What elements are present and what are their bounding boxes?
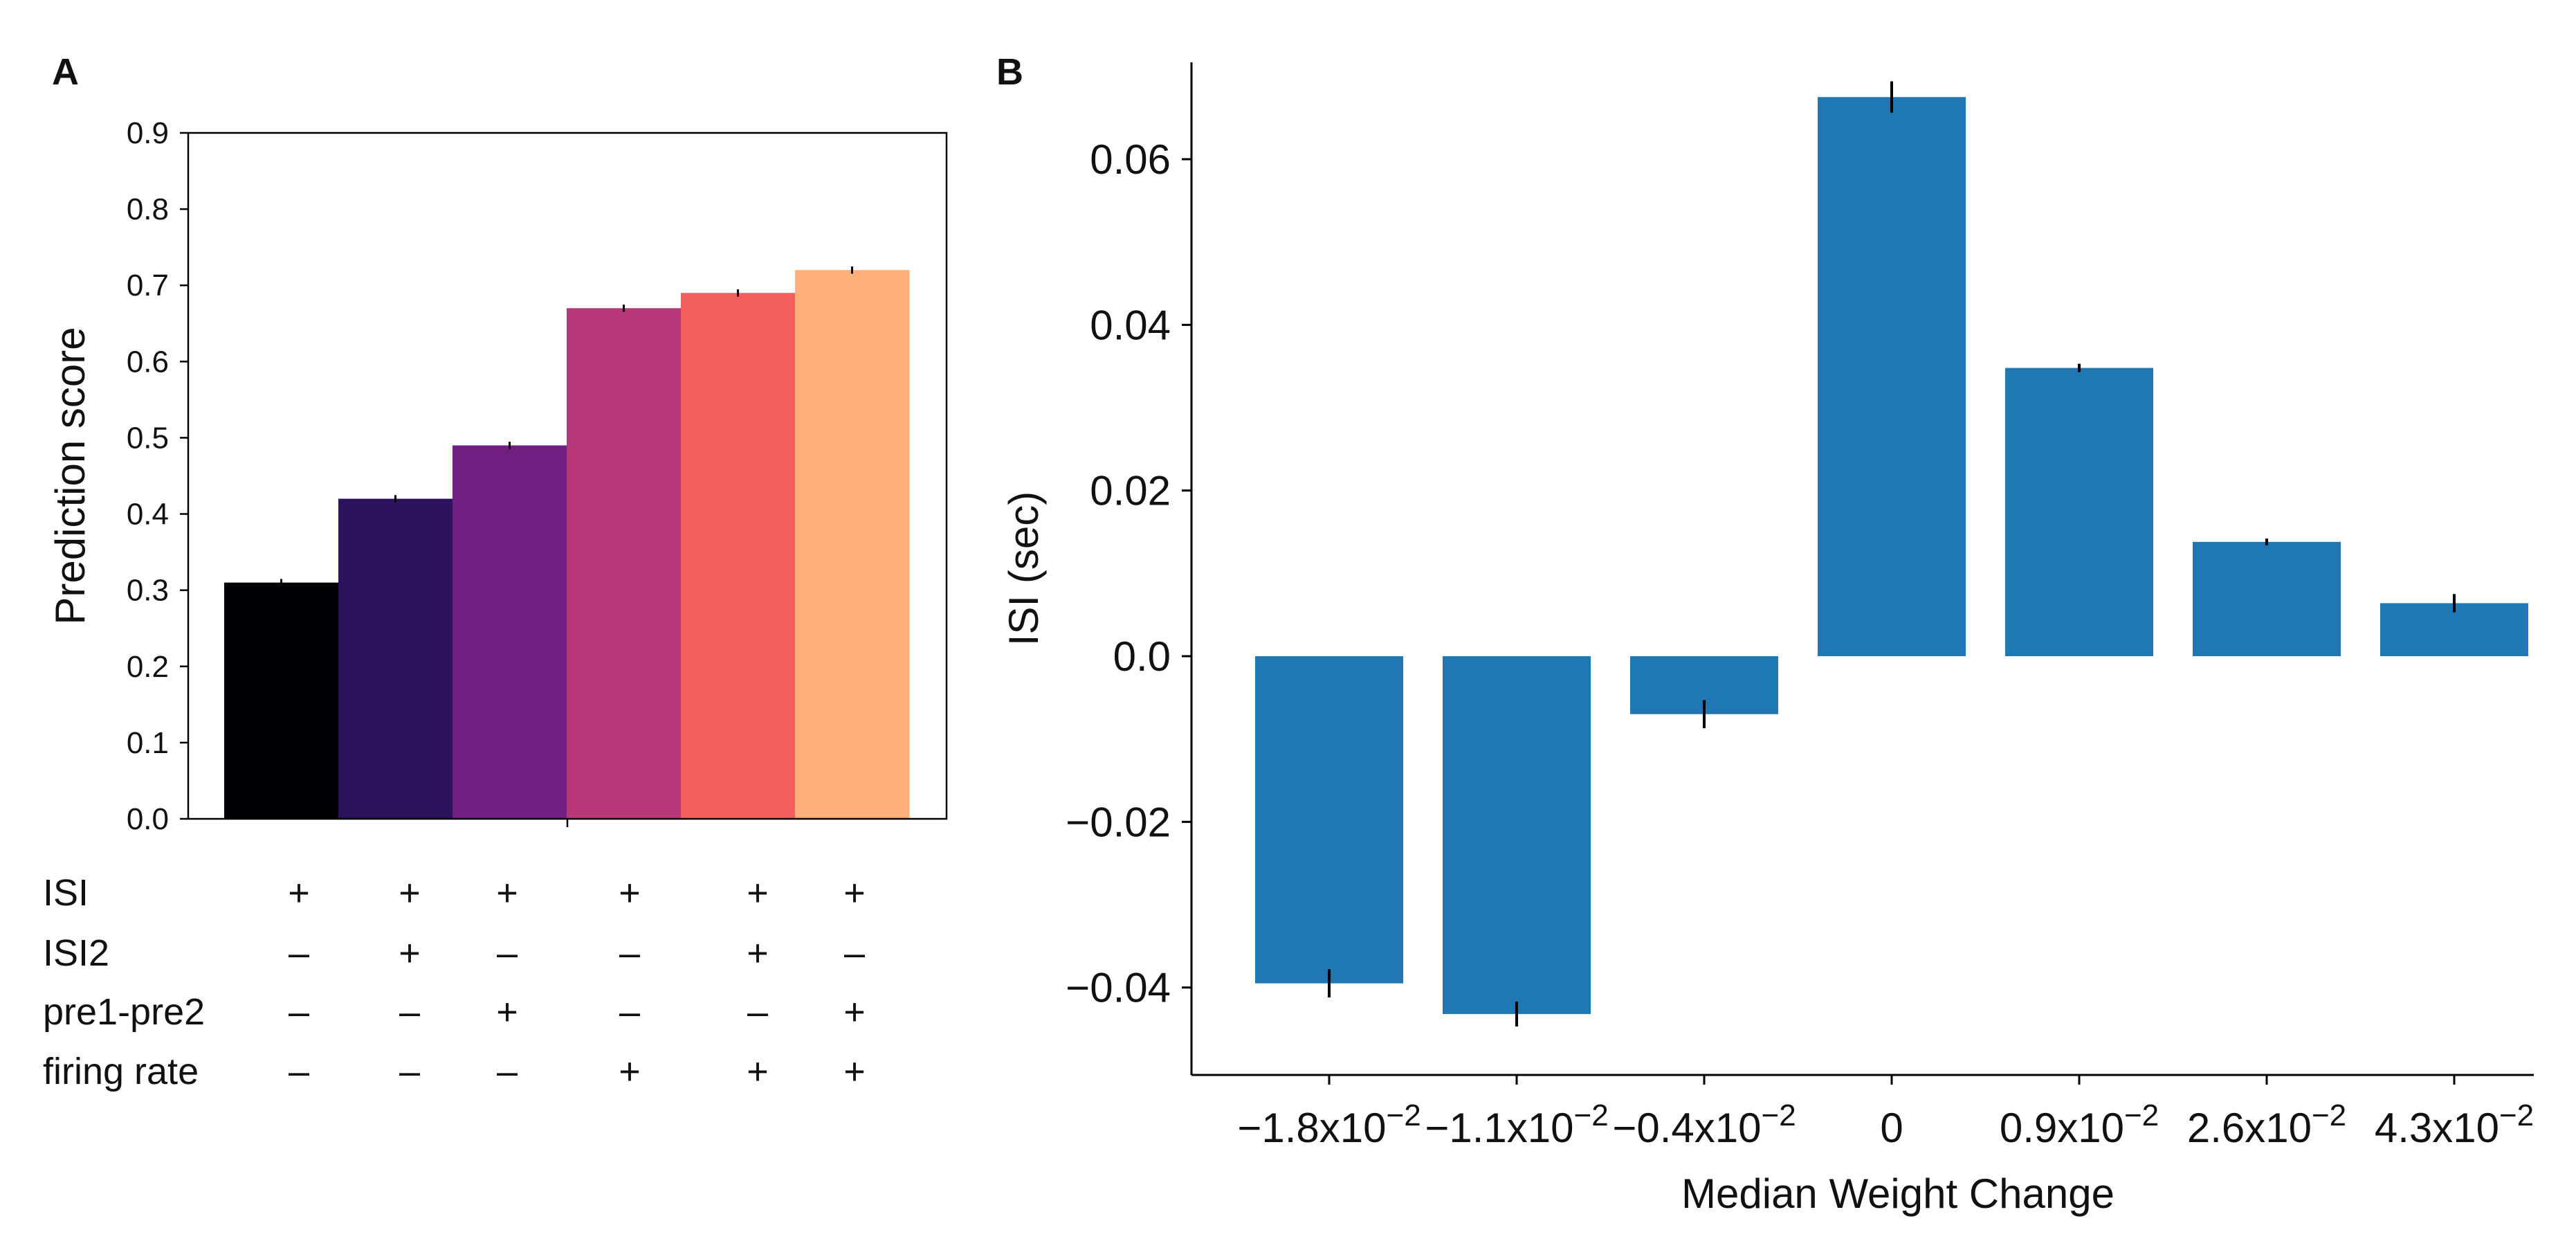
feature-row-label: pre1-pre2 (43, 991, 205, 1033)
feature-cell: + (747, 872, 769, 914)
chart-a-bars (224, 270, 910, 819)
bar-2 (1443, 656, 1591, 1014)
feature-cell: – (289, 932, 309, 974)
chart-a-y-ticks: 0.0 0.1 0.2 0.3 0.4 0.5 0.6 0.7 0.8 0.9 (127, 116, 188, 836)
bar-6 (795, 270, 910, 819)
feature-cell: + (747, 932, 769, 974)
chart-b-bars (1255, 97, 2528, 1014)
chart-a-error-bars (280, 266, 853, 586)
feature-row-label: ISI2 (43, 932, 109, 974)
bar-4 (567, 308, 682, 819)
y-tick-label: 0.5 (127, 421, 169, 455)
feature-cell: – (497, 1051, 518, 1092)
feature-cell: + (619, 1051, 641, 1092)
bar-6 (2193, 541, 2341, 656)
feature-cell: – (399, 991, 420, 1033)
y-tick-label: 0.3 (127, 574, 169, 608)
bar-4 (1818, 97, 1966, 656)
feature-cell: – (619, 991, 640, 1033)
bar-5 (681, 293, 796, 819)
feature-cell: + (496, 991, 518, 1033)
y-tick-label: 0.1 (127, 726, 169, 760)
panel-a-label: A (52, 51, 79, 93)
chart-b-x-ticks: −1.8x10−2 −1.1x10−2 −0.4x10−2 0 0.9x10−2 2.6x… (1237, 1075, 2534, 1151)
feature-table: ISI + + + + + + ISI2 – + – – + – pre1-pre2 – – + – – + firing… (43, 872, 866, 1092)
bar-3 (453, 445, 567, 819)
feature-cell: + (288, 872, 310, 914)
y-tick-label: −0.04 (1066, 965, 1171, 1011)
x-tick-label: −1.8x10−2 (1237, 1098, 1421, 1151)
y-tick-label: −0.02 (1066, 799, 1171, 845)
y-tick-label: 0.0 (1113, 633, 1171, 680)
chart-a-y-axis-label: Prediction score (47, 327, 93, 624)
y-tick-label: 0.0 (127, 802, 169, 836)
feature-cell: – (289, 991, 309, 1033)
feature-cell: – (747, 991, 768, 1033)
chart-b-x-axis-label: Median Weight Change (1681, 1170, 2114, 1217)
y-tick-label: 0.2 (127, 650, 169, 684)
feature-cell: + (496, 872, 518, 914)
feature-cell: – (619, 932, 640, 974)
x-tick-label: −0.4x10−2 (1612, 1098, 1796, 1151)
chart-b-y-axis-label: ISI (sec) (1001, 491, 1047, 646)
x-tick-label: 0 (1880, 1105, 1903, 1151)
x-tick-label: −1.1x10−2 (1425, 1098, 1608, 1151)
y-tick-label: 0.02 (1090, 468, 1171, 514)
y-tick-label: 0.8 (127, 192, 169, 226)
feature-cell: – (399, 1051, 420, 1092)
bar-1 (1255, 656, 1403, 984)
feature-cell: + (399, 932, 421, 974)
chart-b-error-bars (1328, 81, 2456, 1027)
feature-cell: – (289, 1051, 309, 1092)
y-tick-label: 0.7 (127, 269, 169, 302)
x-tick-label: 0.9x10−2 (2000, 1098, 2159, 1151)
y-tick-label: 0.04 (1090, 302, 1171, 348)
feature-cell: + (399, 872, 421, 914)
feature-cell: + (843, 991, 866, 1033)
feature-row-label: ISI (43, 872, 89, 914)
x-tick-label: 2.6x10−2 (2187, 1098, 2346, 1151)
feature-cell: + (747, 1051, 769, 1092)
feature-cell: + (843, 872, 866, 914)
panel-b-label: B (996, 51, 1023, 93)
y-tick-label: 0.4 (127, 498, 169, 532)
y-tick-label: 0.06 (1090, 136, 1171, 183)
feature-cell: – (844, 932, 865, 974)
chart-b-y-ticks: −0.04 −0.02 0.0 0.02 0.04 0.06 (1066, 136, 1191, 1011)
bar-2 (338, 498, 453, 819)
x-tick-label: 4.3x10−2 (2375, 1098, 2534, 1151)
feature-cell: + (619, 872, 641, 914)
chart-a: 0.0 0.1 0.2 0.3 0.4 0.5 0.6 0.7 0.8 0.9 Predictio… (43, 116, 948, 1092)
feature-row-label: firing rate (43, 1051, 199, 1092)
feature-cell: + (843, 1051, 866, 1092)
y-tick-label: 0.6 (127, 345, 169, 379)
y-tick-label: 0.9 (127, 116, 169, 150)
chart-b: −0.04 −0.02 0.0 0.02 0.04 0.06 −1.8x10−2 −1.1x… (1001, 62, 2534, 1217)
bar-5 (2005, 368, 2153, 656)
bar-1 (224, 582, 339, 819)
feature-cell: – (497, 932, 518, 974)
